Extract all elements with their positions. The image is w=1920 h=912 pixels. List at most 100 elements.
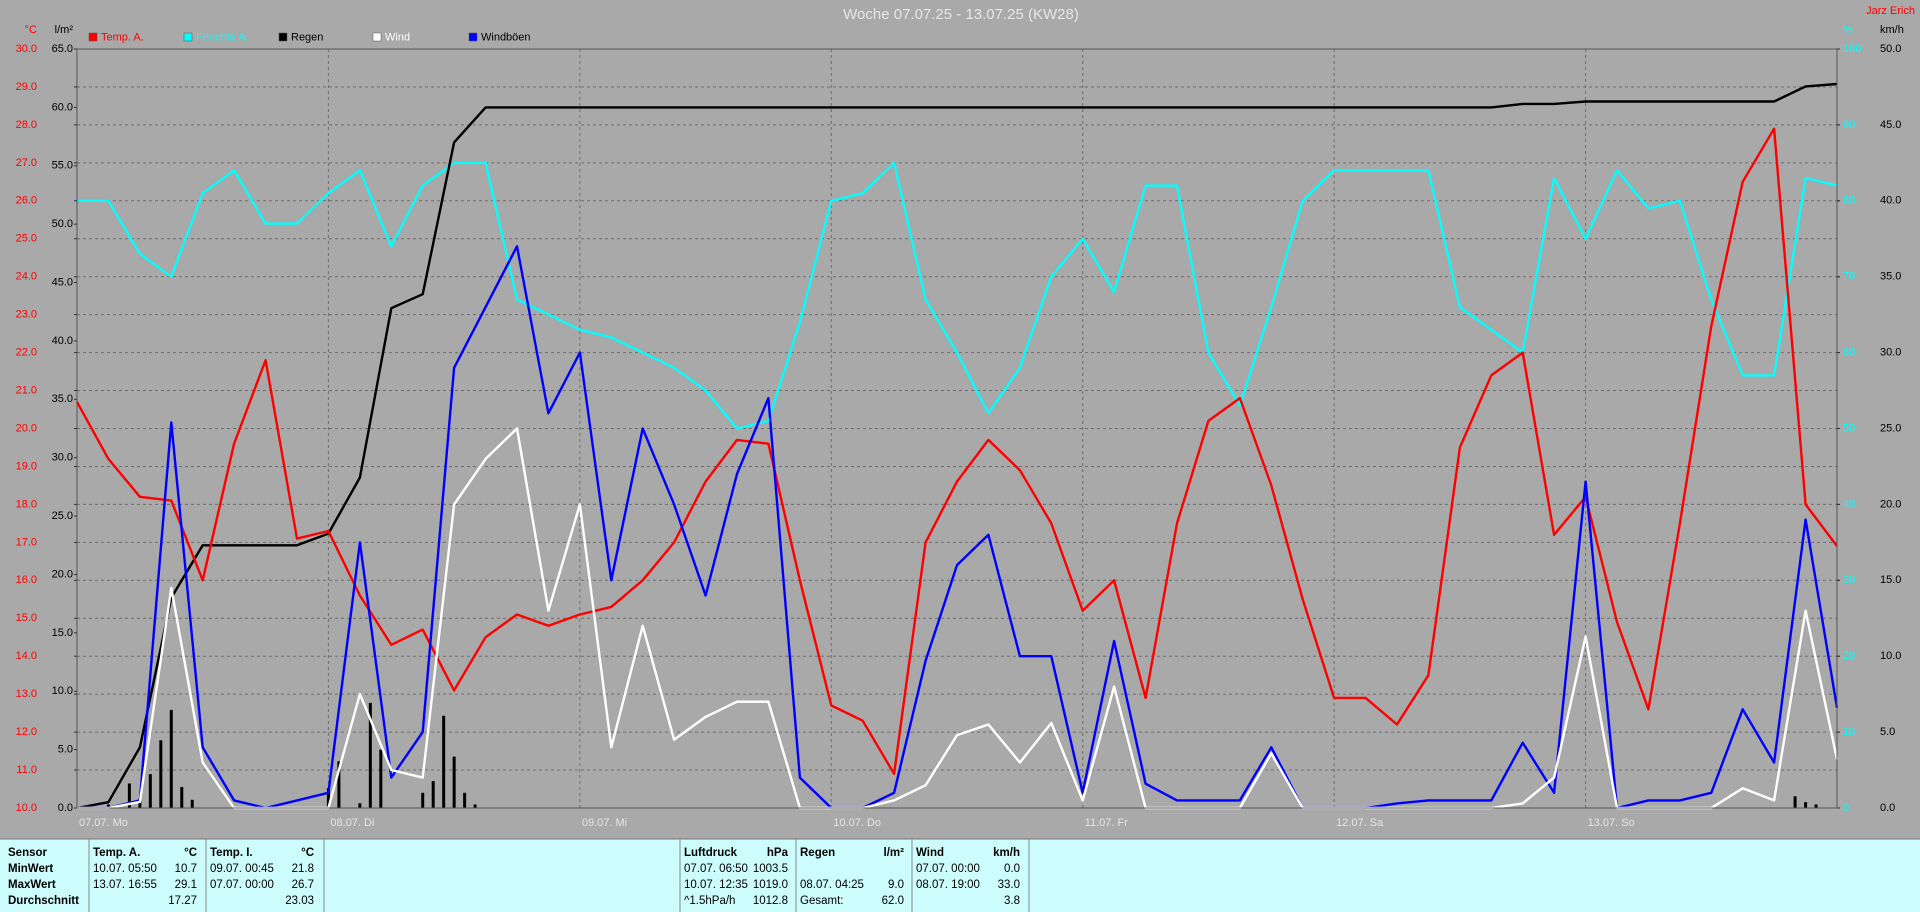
y-tick-label: 11.0 bbox=[16, 764, 37, 776]
axis-unit: l/m² bbox=[55, 24, 74, 36]
row-label: MaxWert bbox=[8, 879, 56, 891]
rain-bar bbox=[127, 783, 131, 808]
y-tick-label: 30.0 bbox=[1880, 347, 1901, 359]
y-tick-label: 50 bbox=[1843, 422, 1855, 434]
rain-bar bbox=[1804, 802, 1808, 808]
cell-value: 10.7 bbox=[175, 863, 197, 875]
cell-value: 33.0 bbox=[998, 879, 1020, 891]
legend-swatch bbox=[88, 32, 98, 42]
row-label: Sensor bbox=[8, 847, 48, 859]
cell-value: 29.1 bbox=[175, 879, 197, 891]
y-tick-label: 35.0 bbox=[1880, 271, 1901, 283]
y-tick-label: 5.0 bbox=[1880, 726, 1895, 738]
legend-swatch bbox=[278, 32, 288, 42]
column-unit: hPa bbox=[767, 847, 789, 859]
cell-value: 3.8 bbox=[1004, 895, 1020, 907]
owner: Jarz Erich bbox=[1866, 5, 1915, 17]
rain-bar bbox=[442, 715, 446, 808]
y-tick-label: 19.0 bbox=[16, 460, 37, 472]
rain-bar bbox=[148, 774, 152, 808]
y-tick-label: 100 bbox=[1843, 43, 1861, 55]
rain-bar bbox=[452, 756, 456, 808]
table-background bbox=[0, 839, 1920, 912]
cell-time: 07.07. 06:50 bbox=[684, 863, 748, 875]
y-tick-label: 21.0 bbox=[16, 384, 37, 396]
y-tick-label: 35.0 bbox=[52, 393, 73, 405]
cell-time: ^1.5hPa/h bbox=[684, 895, 735, 907]
y-tick-label: 50.0 bbox=[52, 218, 73, 230]
y-tick-label: 15.0 bbox=[16, 612, 37, 624]
y-tick-label: 45.0 bbox=[52, 276, 73, 288]
legend-label: Wind bbox=[385, 31, 410, 43]
legend-label: Temp. A. bbox=[101, 31, 144, 43]
rain-bar bbox=[106, 804, 110, 808]
cell-time: 13.07. 16:55 bbox=[93, 879, 157, 891]
series-line bbox=[77, 245, 1839, 810]
y-tick-label: 16.0 bbox=[16, 574, 37, 586]
y-tick-label: 20.0 bbox=[1880, 498, 1901, 510]
y-tick-label: 70 bbox=[1843, 271, 1855, 283]
column-header: Wind bbox=[916, 847, 944, 859]
y-tick-label: 5.0 bbox=[58, 744, 73, 756]
y-tick-label: 40.0 bbox=[1880, 195, 1901, 207]
y-tick-label: 23.0 bbox=[16, 309, 37, 321]
rain-bar bbox=[337, 761, 341, 808]
y-tick-label: 30.0 bbox=[16, 43, 37, 55]
y-tick-label: 20.0 bbox=[52, 568, 73, 580]
rain-bar bbox=[180, 786, 184, 808]
y-tick-label: 60 bbox=[1843, 347, 1855, 359]
x-tick-label: 12.07. Sa bbox=[1336, 817, 1384, 829]
cell-value: 17.27 bbox=[168, 895, 197, 907]
rain-bar bbox=[190, 799, 194, 808]
cell-value: 0.0 bbox=[1004, 863, 1020, 875]
cell-value: 1003.5 bbox=[753, 863, 788, 875]
cell-time: 08.07. 19:00 bbox=[916, 879, 980, 891]
y-tick-label: 65.0 bbox=[52, 43, 73, 55]
plot bbox=[75, 82, 1839, 810]
y-tick-label: 0.0 bbox=[58, 802, 73, 814]
y-tick-label: 50.0 bbox=[1880, 43, 1901, 55]
y-tick-label: 26.0 bbox=[16, 195, 37, 207]
y-tick-label: 25.0 bbox=[52, 510, 73, 522]
rain-bar bbox=[326, 788, 330, 808]
y-tick-label: 27.0 bbox=[16, 157, 37, 169]
y-tick-label: 28.0 bbox=[16, 119, 37, 131]
y-tick-label: 20 bbox=[1843, 650, 1855, 662]
rain-bar bbox=[159, 740, 163, 808]
cell-value: 26.7 bbox=[292, 879, 314, 891]
rain-bar bbox=[358, 803, 362, 808]
y-tick-label: 10.0 bbox=[1880, 650, 1901, 662]
y-tick-label: 14.0 bbox=[16, 650, 37, 662]
rain-bar bbox=[169, 709, 173, 808]
column-header: Regen bbox=[800, 847, 835, 859]
column-unit: °C bbox=[184, 847, 197, 859]
cell-value: 62.0 bbox=[882, 895, 904, 907]
y-tick-label: 45.0 bbox=[1880, 119, 1901, 131]
column-header: Temp. I. bbox=[210, 847, 253, 859]
y-tick-label: 40 bbox=[1843, 498, 1855, 510]
axis-unit: km/h bbox=[1880, 24, 1904, 36]
y-tick-label: 40.0 bbox=[52, 335, 73, 347]
y-tick-label: 13.0 bbox=[16, 688, 37, 700]
y-tick-label: 15.0 bbox=[1880, 574, 1901, 586]
row-label: MinWert bbox=[8, 863, 53, 875]
y-tick-label: 10 bbox=[1843, 726, 1855, 738]
column-header: Temp. A. bbox=[93, 847, 140, 859]
y-tick-label: 30.0 bbox=[52, 452, 73, 464]
y-tick-label: 25.0 bbox=[1880, 422, 1901, 434]
cell-time: 10.07. 12:35 bbox=[684, 879, 748, 891]
cell-time: 10.07. 05:50 bbox=[93, 863, 157, 875]
row-label: Durchschnitt bbox=[8, 895, 79, 907]
cell-value: 1012.8 bbox=[753, 895, 788, 907]
y-tick-label: 30 bbox=[1843, 574, 1855, 586]
axis-unit: % bbox=[1843, 24, 1853, 36]
cell-value: 23.03 bbox=[285, 895, 314, 907]
cell-time: 09.07. 00:45 bbox=[210, 863, 274, 875]
series-line bbox=[77, 427, 1839, 810]
y-tick-label: 17.0 bbox=[16, 536, 37, 548]
y-tick-label: 15.0 bbox=[52, 627, 73, 639]
series-line bbox=[77, 161, 1838, 430]
x-tick-label: 09.07. Mi bbox=[582, 817, 627, 829]
x-tick-label: 13.07. So bbox=[1588, 817, 1635, 829]
y-tick-label: 24.0 bbox=[16, 271, 37, 283]
